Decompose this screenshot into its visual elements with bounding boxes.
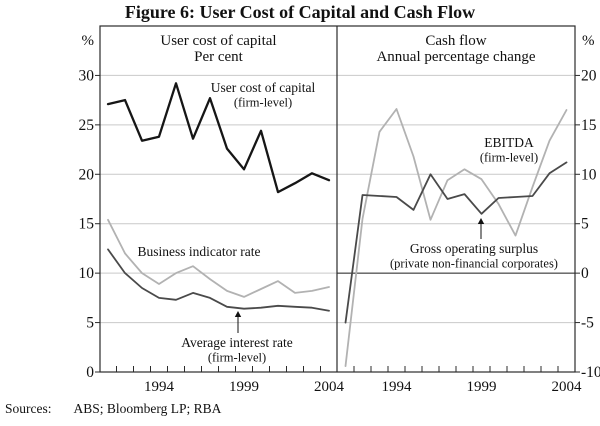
annotation-label: (firm-level)	[480, 151, 538, 165]
series-line-average-interest-rate	[107, 248, 330, 312]
figure-title: Figure 6: User Cost of Capital and Cash …	[124, 2, 476, 22]
y-axis-label: 5	[86, 315, 94, 332]
x-axis-label: 1999	[467, 379, 497, 395]
x-axis-label: 1994	[144, 379, 175, 395]
panel-title: User cost of capital	[160, 33, 276, 49]
annotation-label: (firm-level)	[234, 96, 292, 110]
y-axis-label: 30	[79, 67, 95, 84]
panel-subtitle: Annual percentage change	[376, 49, 535, 65]
series-line-ebitda	[344, 108, 568, 368]
annotation-label: (private non-financial corporates)	[390, 257, 558, 271]
y-axis-label: 15	[581, 117, 597, 134]
x-axis-label: 2004	[552, 379, 583, 395]
annotation-arrow-head	[477, 218, 485, 224]
x-axis-label: 1999	[229, 379, 259, 395]
panel-subtitle: Per cent	[194, 49, 244, 65]
y-axis-label: 20	[581, 67, 597, 84]
series-line-gross-operating-surplus	[344, 161, 568, 324]
y-axis-label: 0	[581, 265, 589, 282]
y-axis-label: 15	[79, 216, 95, 233]
axis-unit-label: %	[82, 33, 95, 49]
series-line-business-indicator-rate	[107, 218, 330, 298]
sources-label: Sources:	[5, 401, 52, 416]
y-axis-label: 10	[581, 166, 597, 183]
panel-title: Cash flow	[425, 33, 486, 49]
annotation-label: Average interest rate	[181, 335, 292, 350]
y-axis-label: 0	[86, 364, 94, 381]
y-axis-label: -10	[581, 364, 600, 381]
y-axis-label: 25	[79, 117, 95, 134]
x-axis-label: 2004	[314, 379, 345, 395]
y-axis-label: 5	[581, 216, 589, 233]
annotation-arrow-head	[234, 311, 242, 317]
annotation-label: Business indicator rate	[138, 244, 261, 259]
annotation-label: Gross operating surplus	[410, 241, 538, 256]
y-axis-label: 20	[79, 166, 95, 183]
axis-unit-label: %	[582, 33, 595, 49]
series-line-user-cost-of-capital	[106, 82, 331, 194]
annotation-label: User cost of capital	[211, 80, 316, 95]
y-axis-label: 10	[79, 265, 95, 282]
sources-text: ABS; Bloomberg LP; RBA	[73, 401, 222, 416]
sources-line: Sources: ABS; Bloomberg LP; RBA	[5, 401, 221, 417]
annotation-label: (firm-level)	[208, 351, 266, 365]
x-axis-label: 1994	[382, 379, 413, 395]
annotation-label: EBITDA	[484, 135, 534, 150]
y-axis-label: -5	[581, 315, 594, 332]
